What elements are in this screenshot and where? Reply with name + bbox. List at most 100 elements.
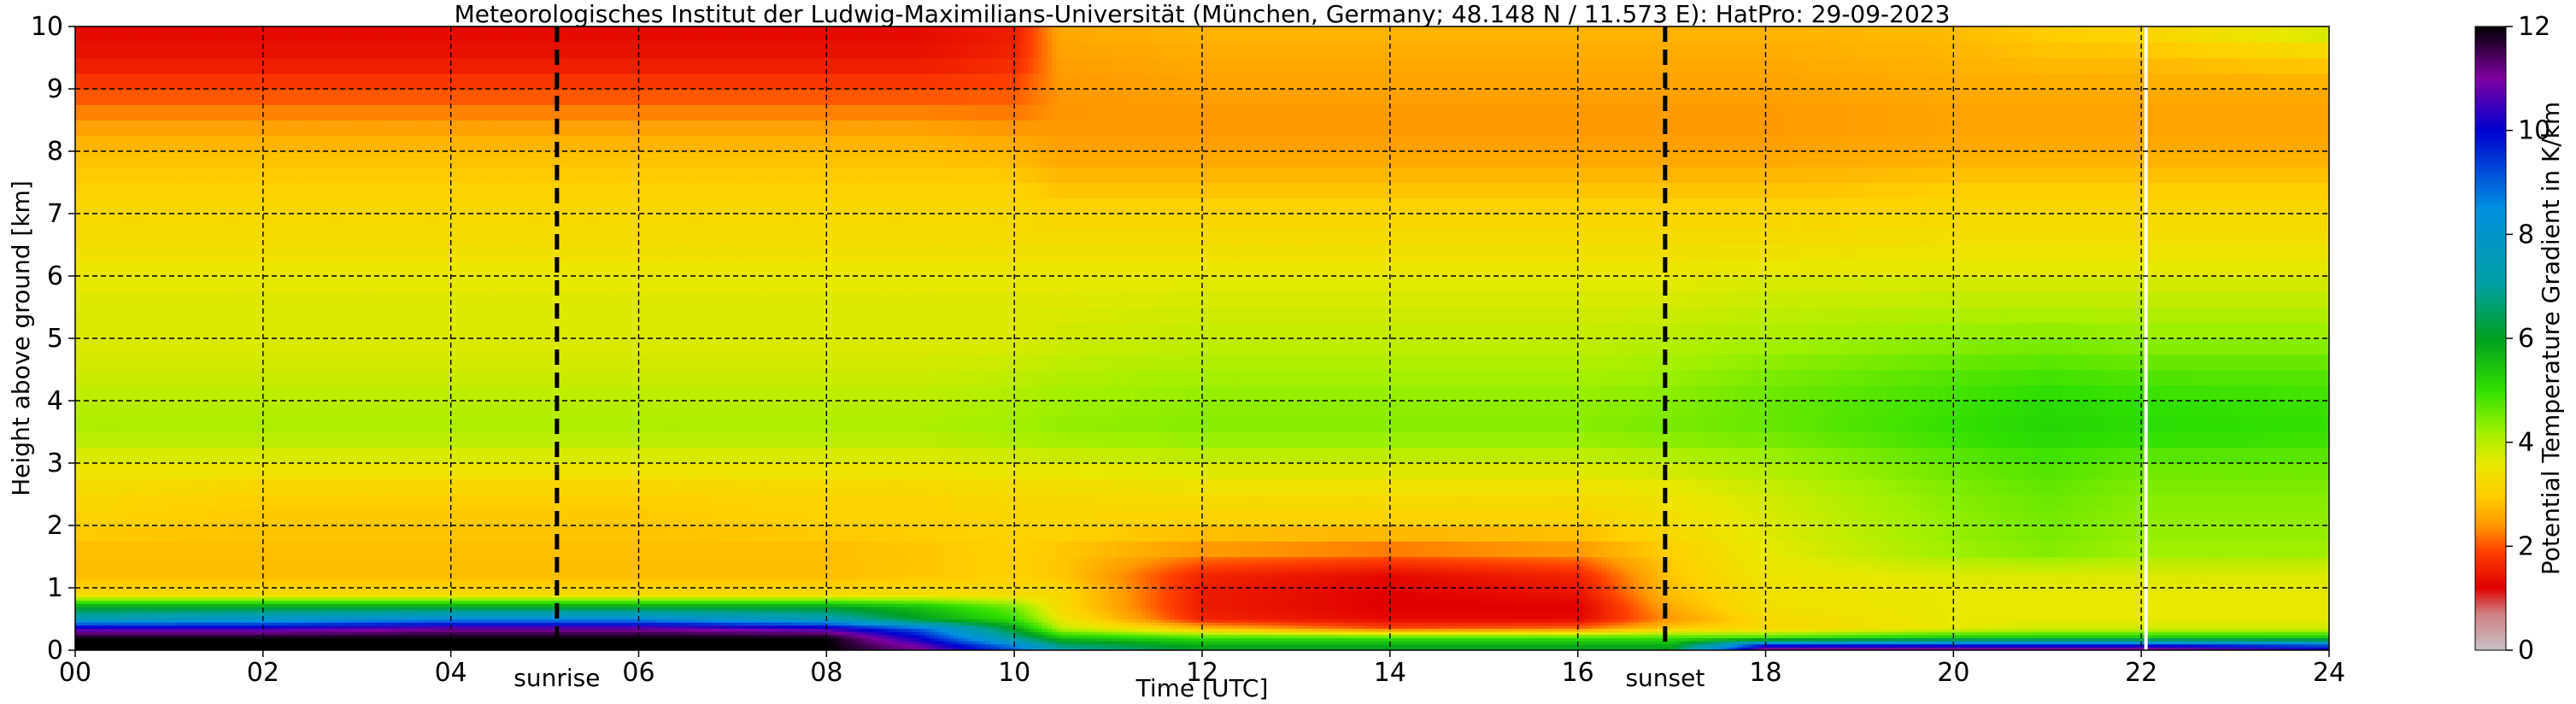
- heatmap-cell: [132, 610, 137, 613]
- heatmap-cell: [390, 276, 395, 292]
- heatmap-cell: [314, 338, 320, 355]
- heatmap-cell: [164, 167, 169, 183]
- heatmap-cell: [160, 582, 165, 585]
- heatmap-cell: [282, 525, 287, 542]
- heatmap-cell: [305, 601, 310, 604]
- heatmap-cell: [132, 631, 137, 635]
- heatmap-cell: [183, 582, 188, 585]
- heatmap-cell: [361, 597, 367, 601]
- heatmap-cell: [216, 641, 221, 644]
- heatmap-cell: [80, 370, 85, 386]
- heatmap-cell: [348, 631, 353, 635]
- heatmap-cell: [211, 582, 216, 585]
- heatmap-cell: [249, 448, 254, 464]
- heatmap-cell: [183, 578, 188, 582]
- heatmap-cell: [380, 26, 385, 43]
- heatmap-cell: [141, 385, 146, 402]
- heatmap-cell: [239, 58, 244, 74]
- heatmap-cell: [437, 616, 442, 619]
- heatmap-cell: [89, 58, 94, 74]
- heatmap-cell: [286, 525, 291, 542]
- heatmap-cell: [418, 136, 423, 152]
- heatmap-cell: [385, 641, 390, 644]
- heatmap-cell: [414, 478, 419, 495]
- heatmap-cell: [117, 385, 122, 402]
- heatmap-cell: [169, 594, 174, 597]
- heatmap-cell: [173, 26, 179, 43]
- heatmap-cell: [80, 578, 85, 582]
- heatmap-cell: [380, 572, 385, 576]
- heatmap-cell: [390, 594, 395, 597]
- heatmap-cell: [239, 619, 244, 623]
- heatmap-cell: [380, 566, 385, 569]
- heatmap-cell: [173, 89, 179, 105]
- heatmap-cell: [94, 635, 99, 638]
- heatmap-cell: [263, 478, 268, 495]
- heatmap-cell: [414, 214, 419, 230]
- heatmap-cell: [85, 510, 90, 526]
- heatmap-cell: [89, 167, 94, 183]
- heatmap-cell: [432, 323, 437, 339]
- heatmap-cell: [75, 510, 80, 526]
- heatmap-cell: [249, 308, 254, 324]
- heatmap-cell: [98, 370, 103, 386]
- heatmap-cell: [408, 26, 414, 43]
- heatmap-cell: [113, 291, 118, 308]
- heatmap-cell: [132, 120, 137, 137]
- heatmap-cell: [296, 323, 301, 339]
- heatmap-cell: [390, 104, 395, 120]
- heatmap-cell: [188, 594, 193, 597]
- heatmap-cell: [132, 261, 137, 277]
- heatmap-cell: [89, 572, 94, 576]
- heatmap-cell: [94, 560, 99, 563]
- heatmap-cell: [136, 525, 141, 542]
- heatmap-cell: [202, 495, 207, 511]
- heatmap-cell: [169, 183, 174, 199]
- heatmap-cell: [361, 610, 367, 613]
- heatmap-cell: [169, 601, 174, 604]
- heatmap-cell: [254, 569, 259, 572]
- heatmap-cell: [329, 370, 334, 386]
- heatmap-cell: [267, 58, 273, 74]
- heatmap-cell: [254, 541, 259, 557]
- heatmap-cell: [80, 463, 85, 479]
- heatmap-cell: [80, 338, 85, 355]
- heatmap-cell: [235, 73, 240, 90]
- heatmap-cell: [141, 229, 146, 245]
- heatmap-cell: [267, 26, 273, 43]
- heatmap-cell: [254, 582, 259, 585]
- heatmap-cell: [254, 214, 259, 230]
- heatmap-cell: [98, 261, 103, 277]
- heatmap-cell: [427, 183, 432, 199]
- heatmap-cell: [150, 308, 155, 324]
- heatmap-cell: [211, 591, 216, 595]
- heatmap-cell: [437, 276, 442, 292]
- heatmap-cell: [408, 582, 414, 585]
- heatmap-cell: [145, 214, 150, 230]
- heatmap-cell: [235, 635, 240, 638]
- heatmap-cell: [432, 525, 437, 542]
- heatmap-cell: [197, 167, 202, 183]
- heatmap-cell: [367, 136, 372, 152]
- heatmap-cell: [357, 198, 362, 214]
- heatmap-cell: [282, 601, 287, 604]
- heatmap-cell: [80, 635, 85, 638]
- heatmap-cell: [286, 167, 291, 183]
- heatmap-cell: [141, 601, 146, 604]
- heatmap-cell: [141, 448, 146, 464]
- heatmap-cell: [376, 463, 381, 479]
- heatmap-cell: [361, 463, 367, 479]
- heatmap-cell: [324, 644, 329, 648]
- heatmap-cell: [338, 628, 343, 631]
- heatmap-cell: [188, 591, 193, 595]
- heatmap-cell: [343, 26, 348, 43]
- heatmap-cell: [192, 566, 197, 569]
- heatmap-cell: [183, 510, 188, 526]
- heatmap-cell: [202, 245, 207, 261]
- heatmap-cell: [141, 575, 146, 578]
- heatmap-cell: [220, 183, 226, 199]
- heatmap-cell: [220, 104, 226, 120]
- heatmap-cell: [113, 58, 118, 74]
- heatmap-cell: [418, 73, 423, 90]
- heatmap-cell: [150, 354, 155, 370]
